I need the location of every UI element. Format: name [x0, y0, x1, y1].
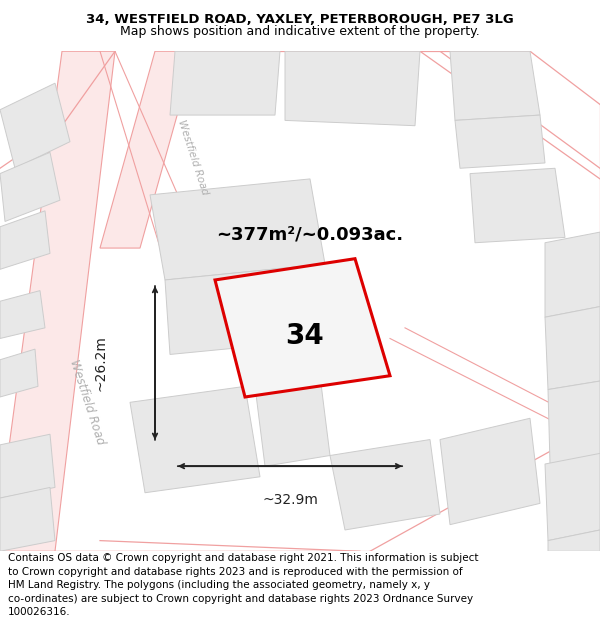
Polygon shape — [548, 530, 600, 551]
Text: 34, WESTFIELD ROAD, YAXLEY, PETERBOROUGH, PE7 3LG: 34, WESTFIELD ROAD, YAXLEY, PETERBOROUGH… — [86, 12, 514, 26]
Polygon shape — [470, 168, 565, 242]
Polygon shape — [150, 179, 325, 280]
Text: co-ordinates) are subject to Crown copyright and database rights 2023 Ordnance S: co-ordinates) are subject to Crown copyr… — [8, 594, 473, 604]
Text: ~377m²/~0.093ac.: ~377m²/~0.093ac. — [217, 225, 404, 243]
Polygon shape — [0, 152, 60, 221]
Polygon shape — [255, 376, 330, 466]
Polygon shape — [330, 439, 440, 530]
Text: Map shows position and indicative extent of the property.: Map shows position and indicative extent… — [120, 26, 480, 39]
Polygon shape — [0, 291, 45, 339]
Text: to Crown copyright and database rights 2023 and is reproduced with the permissio: to Crown copyright and database rights 2… — [8, 567, 463, 577]
Text: HM Land Registry. The polygons (including the associated geometry, namely x, y: HM Land Registry. The polygons (includin… — [8, 580, 430, 590]
Polygon shape — [170, 51, 280, 115]
Polygon shape — [0, 51, 115, 551]
Polygon shape — [545, 232, 600, 318]
Polygon shape — [0, 488, 55, 551]
Text: 100026316.: 100026316. — [8, 607, 70, 617]
Text: 34: 34 — [286, 322, 325, 351]
Polygon shape — [285, 51, 420, 126]
Text: Contains OS data © Crown copyright and database right 2021. This information is : Contains OS data © Crown copyright and d… — [8, 554, 478, 564]
Text: ~32.9m: ~32.9m — [262, 492, 318, 507]
Polygon shape — [130, 386, 260, 492]
Polygon shape — [545, 453, 600, 541]
Polygon shape — [0, 83, 70, 168]
Polygon shape — [165, 264, 335, 354]
Polygon shape — [455, 115, 545, 168]
Polygon shape — [440, 418, 540, 524]
Polygon shape — [0, 434, 55, 498]
Polygon shape — [548, 381, 600, 464]
Text: ~26.2m: ~26.2m — [93, 335, 107, 391]
Text: Westfield Road: Westfield Road — [67, 358, 107, 447]
Polygon shape — [215, 259, 390, 397]
Polygon shape — [100, 51, 195, 248]
Text: Westfield Road: Westfield Road — [176, 119, 210, 196]
Polygon shape — [450, 51, 540, 121]
Polygon shape — [0, 349, 38, 397]
Polygon shape — [0, 211, 50, 269]
Polygon shape — [545, 307, 600, 389]
